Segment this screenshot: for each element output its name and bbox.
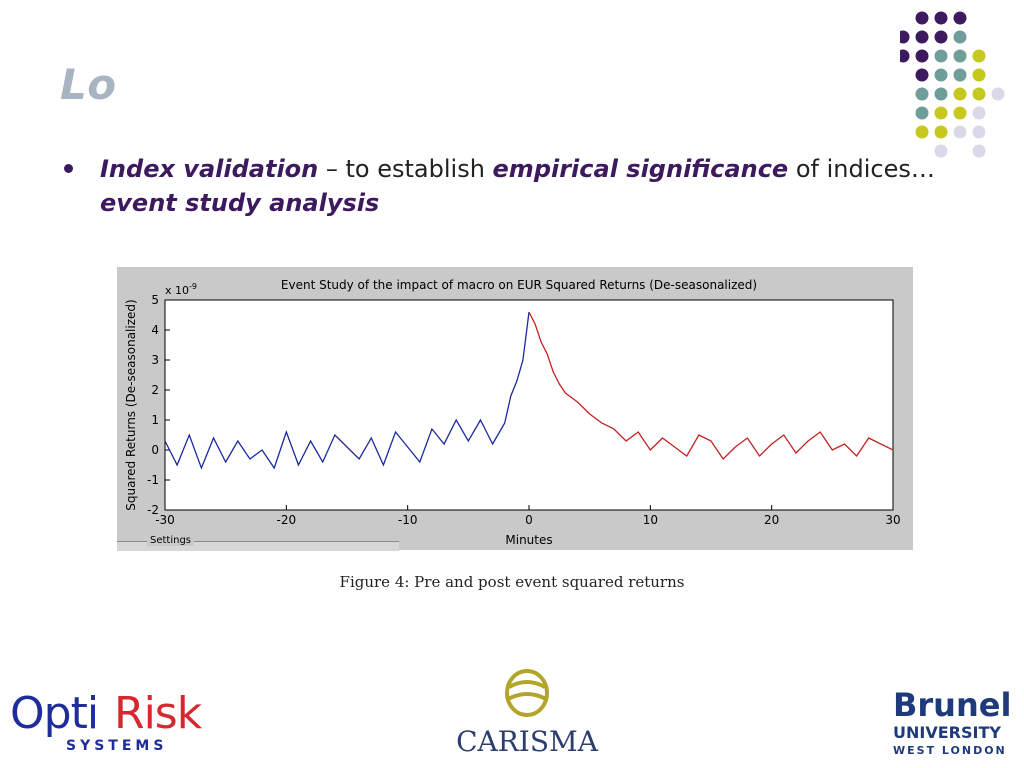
chart-title: Event Study of the impact of macro on EU…	[281, 278, 757, 292]
settings-label: Settings	[147, 535, 195, 546]
decorative-dot	[953, 30, 967, 44]
decorative-dot	[972, 68, 986, 82]
event-study-chart: Event Study of the impact of macro on EU…	[117, 267, 913, 550]
decorative-dot	[972, 144, 986, 158]
y-tick-label: -2	[147, 503, 159, 517]
decorative-dot	[915, 106, 929, 120]
decorative-dot	[972, 87, 986, 101]
decorative-dot	[972, 125, 986, 139]
decorative-dot	[934, 30, 948, 44]
bullet-text: Index validation – to establish empirica…	[100, 152, 946, 220]
carisma-globe-icon	[505, 669, 549, 717]
decorative-dot	[915, 30, 929, 44]
decorative-dot	[934, 106, 948, 120]
y-multiplier-label: x 10-9	[165, 282, 197, 297]
chart-lines	[164, 311, 894, 470]
decorative-dot	[953, 125, 967, 139]
optirisk-logo-name-b: Risk	[114, 688, 203, 739]
decorative-dot	[972, 106, 986, 120]
decorative-dot	[953, 68, 967, 82]
brunel-logo-line3: WEST LONDON	[893, 744, 1007, 757]
bullet-icon	[64, 164, 73, 173]
decorative-dot	[953, 87, 967, 101]
decorative-dot	[915, 11, 929, 25]
series-line-post	[528, 311, 894, 461]
series-line-pre	[164, 311, 530, 470]
settings-panel	[117, 541, 399, 551]
decorative-dot	[934, 49, 948, 63]
figure-caption: Figure 4: Pre and post event squared ret…	[339, 573, 685, 591]
x-tick-label: 30	[885, 513, 900, 527]
decorative-dot	[991, 87, 1005, 101]
bullet-text-part: of indices…	[788, 155, 935, 183]
brunel-logo-line2: UNIVERSITY	[893, 723, 1001, 742]
decorative-dot	[934, 125, 948, 139]
x-tick-label: -30	[155, 513, 175, 527]
decorative-dot	[934, 87, 948, 101]
y-axis-label: Squared Returns (De-seasonalized)	[124, 299, 138, 510]
decorative-dot	[953, 49, 967, 63]
optirisk-logo-sub: SYSTEMS	[66, 738, 167, 754]
y-multiplier-text: x 10	[165, 284, 189, 297]
decorative-dot	[934, 68, 948, 82]
x-tick-label: 0	[525, 513, 533, 527]
y-tick-label: 4	[151, 323, 159, 337]
carisma-logo-name: CARISMA	[456, 725, 599, 757]
decorative-dot	[915, 87, 929, 101]
y-tick-label: 1	[151, 413, 159, 427]
y-tick-label: 3	[151, 353, 159, 367]
y-tick-label: 2	[151, 383, 159, 397]
y-tick-label: 0	[151, 443, 159, 457]
decorative-dot	[900, 49, 910, 63]
brunel-logo: Brunel UNIVERSITY WEST LONDON	[893, 686, 1011, 757]
decorative-dot-grid	[900, 11, 1005, 158]
decorative-dot	[972, 49, 986, 63]
x-tick-label: -10	[398, 513, 418, 527]
slide-title: Lo	[60, 60, 117, 109]
decorative-dot	[900, 30, 910, 44]
figure-window: Event Study of the impact of macro on EU…	[117, 267, 913, 551]
x-tick-label: 20	[764, 513, 779, 527]
decorative-dot	[934, 144, 948, 158]
bullet-item: Index validation – to establish empirica…	[64, 152, 946, 220]
decorative-dot	[953, 106, 967, 120]
y-tick-label: -1	[147, 473, 159, 487]
decorative-dot	[934, 11, 948, 25]
decorative-dot	[953, 11, 967, 25]
x-tick-label: -20	[277, 513, 297, 527]
plot-area	[164, 299, 894, 511]
optirisk-logo: Opti Risk SYSTEMS	[10, 688, 204, 754]
y-multiplier-exponent: -9	[189, 282, 197, 291]
brunel-logo-line1: Brunel	[893, 686, 1011, 724]
optirisk-logo-name-a: Opti	[10, 688, 98, 739]
x-tick-label: 10	[643, 513, 658, 527]
x-axis-label: Minutes	[505, 533, 552, 547]
bullet-term-event-study: event study analysis	[100, 189, 380, 217]
decorative-dot	[915, 49, 929, 63]
decorative-dot	[915, 68, 929, 82]
y-tick-label: 5	[151, 293, 159, 307]
decorative-dot	[915, 125, 929, 139]
bullet-term-index-validation: Index validation	[100, 155, 319, 183]
bullet-term-empirical-significance: empirical significance	[492, 155, 789, 183]
bullet-text-part: – to establish	[318, 155, 493, 183]
carisma-logo: CARISMA	[456, 669, 599, 757]
